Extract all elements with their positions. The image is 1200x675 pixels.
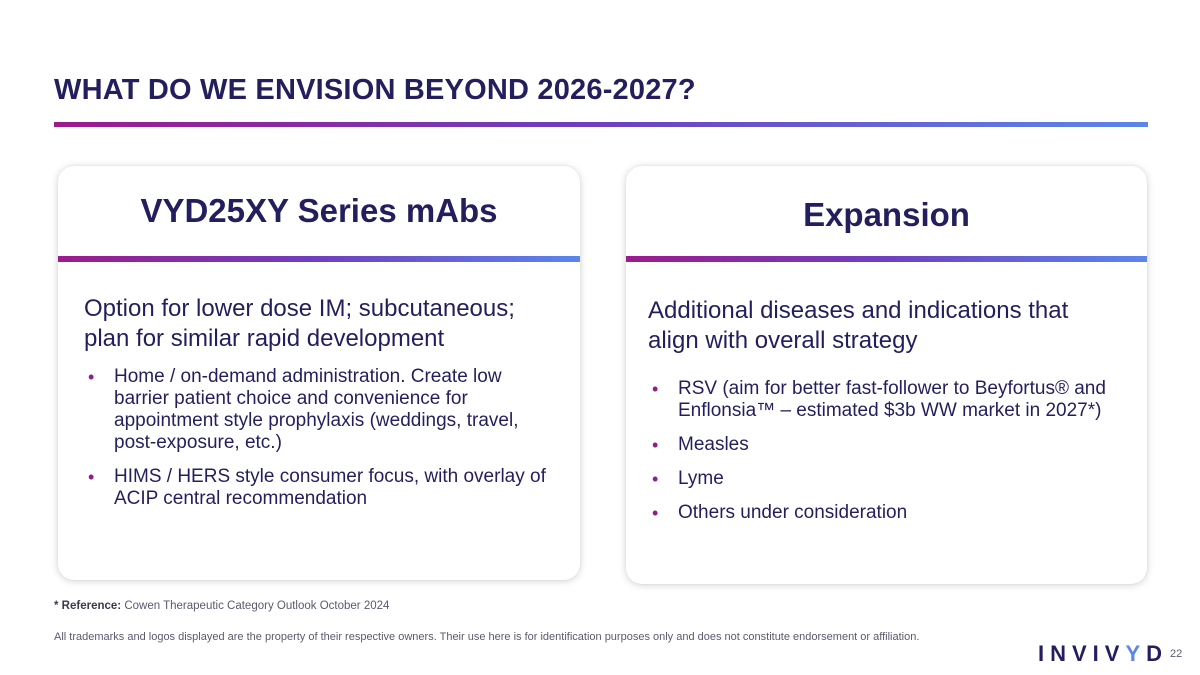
card-lead-text: Option for lower dose IM; subcutaneous; … xyxy=(84,295,515,352)
card-vyd25xy: VYD25XY Series mAbs Option for lower dos… xyxy=(58,166,580,580)
list-item-text: Others under consideration xyxy=(678,502,908,523)
list-item: • Measles xyxy=(652,434,1117,456)
card-heading: VYD25XY Series mAbs xyxy=(140,192,498,229)
bullet-list: • RSV (aim for better fast-follower to Be… xyxy=(648,378,1117,524)
card-expansion: Expansion Additional diseases and indica… xyxy=(626,166,1147,584)
slide-title: WHAT DO WE ENVISION BEYOND 2026-2027? xyxy=(54,74,696,106)
bullet-icon: • xyxy=(652,503,659,523)
list-item: • Others under consideration xyxy=(652,502,1117,524)
list-item: • Lyme xyxy=(652,468,1117,490)
reference-footnote: * Reference: Cowen Therapeutic Category … xyxy=(54,600,389,612)
bullet-icon: • xyxy=(652,469,659,489)
bullet-icon: • xyxy=(88,467,95,487)
list-item: • Home / on-demand administration. Create… xyxy=(88,366,550,454)
card-gradient-rule xyxy=(58,256,580,262)
bullet-icon: • xyxy=(652,379,659,399)
title-gradient-rule xyxy=(54,122,1148,127)
bullet-icon: • xyxy=(652,435,659,455)
invivyd-logo: INVIVYD xyxy=(1038,641,1168,667)
list-item: • HIMS / HERS style consumer focus, with … xyxy=(88,466,550,510)
list-item: • RSV (aim for better fast-follower to Be… xyxy=(652,378,1117,422)
list-item-text: Lyme xyxy=(678,468,724,489)
page-number: 22 xyxy=(1170,648,1183,660)
trademark-disclaimer: All trademarks and logos displayed are t… xyxy=(54,631,920,643)
card-body: Additional diseases and indications that… xyxy=(626,262,1147,524)
bullet-icon: • xyxy=(88,367,95,387)
card-heading: Expansion xyxy=(803,196,970,233)
logo-text-accent: Y xyxy=(1125,641,1147,666)
logo-text-main: INVIV xyxy=(1038,641,1126,666)
list-item-text: HIMS / HERS style consumer focus, with o… xyxy=(114,466,546,509)
list-item-text: Home / on-demand administration. Create … xyxy=(114,366,519,453)
logo-text-end: D xyxy=(1146,641,1169,666)
reference-text: Cowen Therapeutic Category Outlook Octob… xyxy=(124,600,390,612)
list-item-text: RSV (aim for better fast-follower to Bey… xyxy=(678,378,1106,421)
card-lead-text: Additional diseases and indications that… xyxy=(648,297,1069,354)
list-item-text: Measles xyxy=(678,434,749,455)
card-body: Option for lower dose IM; subcutaneous; … xyxy=(58,262,580,510)
reference-label: * Reference: xyxy=(54,600,122,612)
bullet-list: • Home / on-demand administration. Create… xyxy=(84,366,550,510)
card-gradient-rule xyxy=(626,256,1147,262)
